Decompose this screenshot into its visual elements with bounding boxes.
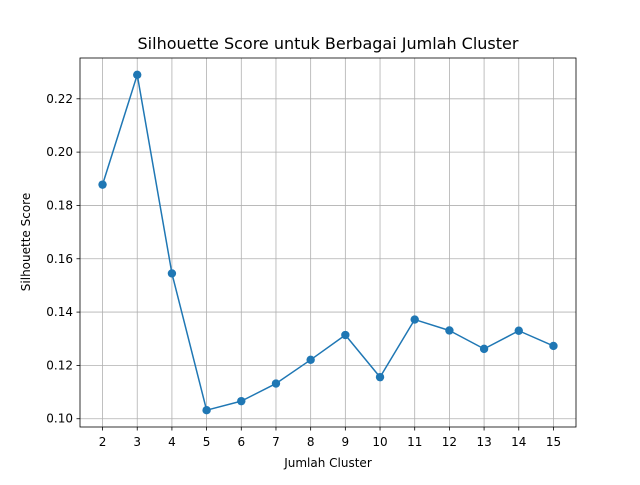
y-tick-label: 0.20	[46, 145, 73, 159]
grid-layer	[80, 58, 576, 427]
plot-frame	[79, 57, 577, 428]
y-tick-label: 0.22	[46, 92, 73, 106]
data-point	[549, 341, 558, 351]
x-tick-label: 13	[476, 435, 491, 449]
series-layer	[98, 70, 558, 415]
tick-layer: 2 3 4 5 6 7 8 9 10 11 12 13 14 15 0.10 0.12 0.14 0.16 0.18…	[46, 92, 561, 449]
x-tick-label: 12	[442, 435, 457, 449]
x-tick-label: 14	[511, 435, 526, 449]
x-tick-label: 5	[203, 435, 211, 449]
y-axis-label: Silhouette Score	[19, 193, 33, 291]
x-tick-label: 7	[272, 435, 280, 449]
x-tick-label: 3	[133, 435, 141, 449]
x-tick-label: 6	[237, 435, 245, 449]
chart-title: Silhouette Score untuk Berbagai Jumlah C…	[138, 34, 519, 53]
y-tick-label: 0.14	[46, 305, 73, 319]
data-point	[445, 326, 454, 335]
data-point	[133, 70, 142, 79]
y-tick-label: 0.10	[46, 412, 73, 426]
data-point	[410, 315, 419, 324]
x-tick-label: 15	[546, 435, 561, 449]
data-point	[514, 326, 523, 335]
x-tick-label: 4	[168, 435, 176, 449]
data-point	[167, 269, 177, 278]
y-tick-label: 0.12	[46, 358, 73, 372]
data-point	[98, 180, 107, 189]
series-line	[101, 74, 554, 411]
data-point	[341, 330, 350, 340]
x-tick-label: 9	[342, 435, 350, 449]
data-point	[306, 355, 315, 365]
y-tick-label: 0.18	[46, 198, 73, 212]
y-tick-label: 0.16	[46, 252, 73, 266]
data-point	[271, 379, 281, 388]
x-tick-label: 2	[99, 435, 107, 449]
x-tick-label: 8	[307, 435, 315, 449]
x-tick-label: 10	[372, 435, 387, 449]
x-tick-label: 11	[407, 435, 422, 449]
data-point	[479, 344, 489, 354]
x-axis-label: Jumlah Cluster	[283, 456, 372, 470]
data-point	[237, 396, 246, 406]
data-point	[202, 406, 211, 415]
data-point	[375, 372, 385, 382]
